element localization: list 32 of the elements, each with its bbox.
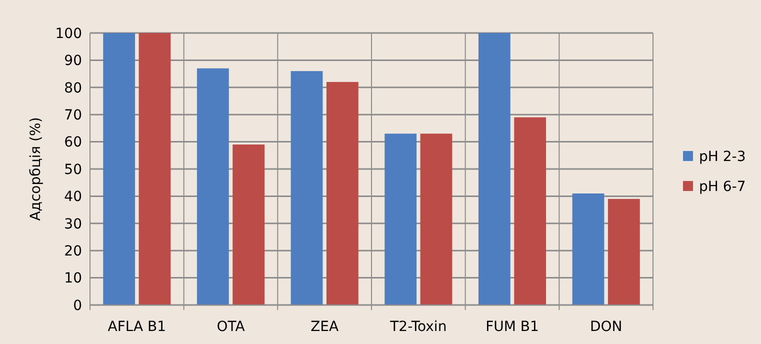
bar <box>608 198 640 305</box>
y-tick-label: 40 <box>64 189 82 206</box>
y-tick-label: 50 <box>64 162 82 178</box>
bar <box>138 33 171 305</box>
y-tick-label: 80 <box>64 80 82 96</box>
legend-label: pH 2-3 <box>699 149 746 165</box>
bar <box>103 33 136 305</box>
y-axis-title: Адсорбція (%) <box>28 117 44 221</box>
x-tick-label: OTA <box>216 319 246 335</box>
bar <box>384 134 417 305</box>
x-tick-label: DON <box>590 319 622 335</box>
bar <box>478 33 510 305</box>
y-tick-label: 20 <box>64 244 82 260</box>
bar <box>514 117 546 305</box>
x-tick-label: ZEA <box>310 319 340 335</box>
bar <box>572 193 604 305</box>
bar <box>196 68 229 305</box>
legend-label: pH 6-7 <box>699 179 746 195</box>
y-tick-label: 100 <box>55 26 82 42</box>
y-tick-label: 10 <box>64 270 82 287</box>
x-tick-label: T2-Toxin <box>389 319 447 335</box>
x-tick-label: FUM B1 <box>486 319 539 335</box>
bar <box>290 71 323 305</box>
y-tick-label: 70 <box>64 108 82 124</box>
y-tick-label: 0 <box>73 298 82 314</box>
bar <box>420 134 452 305</box>
y-tick-label: 60 <box>64 134 82 151</box>
y-tick-label: 90 <box>64 53 82 70</box>
x-tick-label: AFLA B1 <box>108 319 166 335</box>
bar <box>232 144 265 305</box>
y-tick-label: 30 <box>64 216 82 232</box>
bar <box>326 82 358 305</box>
